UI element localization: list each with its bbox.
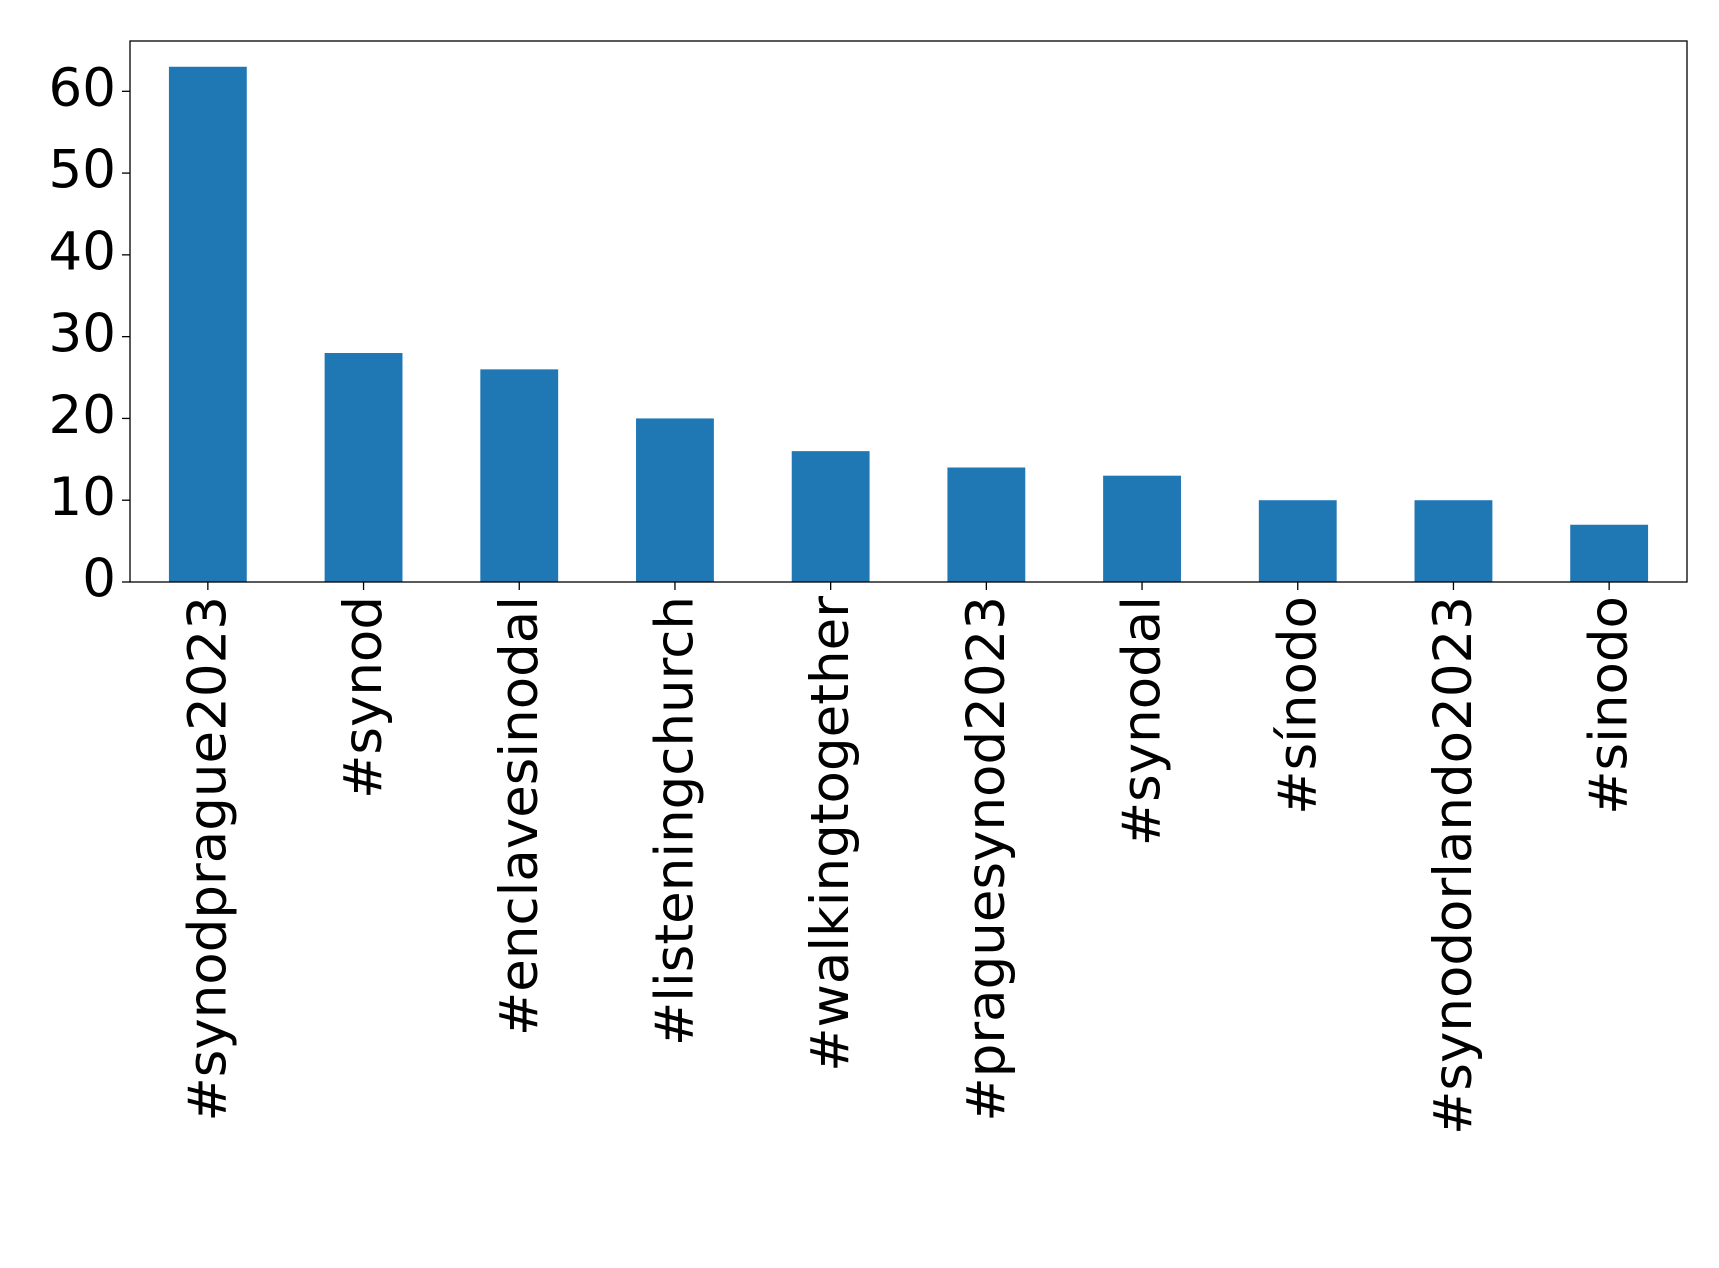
bar xyxy=(168,66,247,582)
y-tick-label: 40 xyxy=(49,222,116,283)
bar xyxy=(480,369,559,582)
bar xyxy=(947,467,1026,582)
x-tick-label: #listeningchurch xyxy=(644,596,705,1046)
x-tick-label: #sínodo xyxy=(1267,596,1328,815)
bar xyxy=(636,418,714,582)
bar xyxy=(1258,500,1337,582)
bar xyxy=(1414,500,1493,582)
x-tick-label: #synodal xyxy=(1112,596,1173,846)
y-tick-label: 60 xyxy=(49,58,116,119)
y-tick-label: 50 xyxy=(49,140,116,201)
x-tick-label: #walkingtogether xyxy=(800,596,861,1072)
x-tick-label: #synodorlando2023 xyxy=(1423,596,1484,1135)
y-tick-label: 20 xyxy=(49,385,116,446)
y-tick-label: 10 xyxy=(49,467,116,528)
x-tick-label: #sinodo xyxy=(1579,596,1640,815)
y-tick-label: 0 xyxy=(82,549,116,610)
x-tick-label: #praguesynod2023 xyxy=(956,596,1017,1122)
bar xyxy=(324,353,403,582)
x-tick-label: #synodprague2023 xyxy=(177,596,238,1122)
plot-frame xyxy=(129,40,1688,583)
y-tick-label: 30 xyxy=(49,303,116,364)
x-tick-label: #enclavesinodal xyxy=(489,596,550,1036)
x-tick-label: #synod xyxy=(333,596,394,799)
bar xyxy=(791,451,870,582)
bar xyxy=(1570,524,1649,582)
bar xyxy=(1103,475,1181,582)
